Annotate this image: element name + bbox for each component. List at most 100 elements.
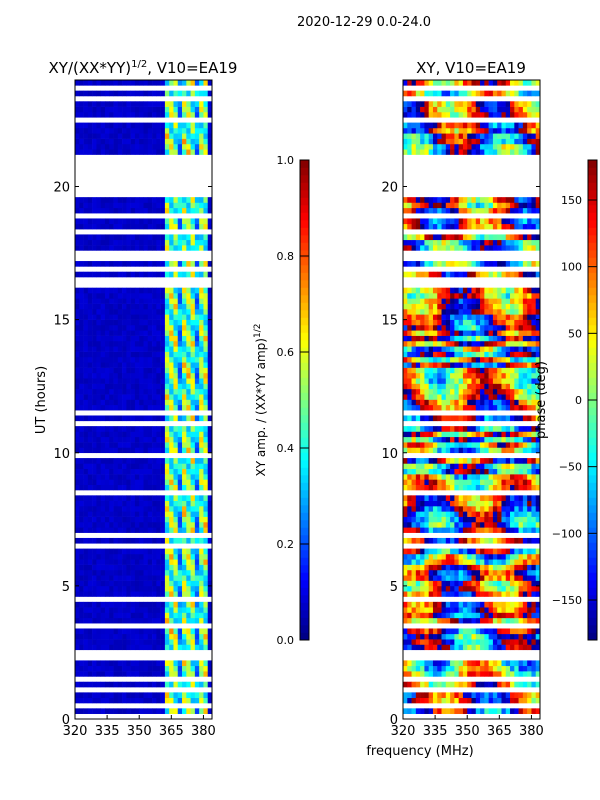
heatmap-cell [182,346,187,352]
heatmap-cell [199,271,204,278]
heatmap-cell [126,500,131,507]
heatmap-cell [122,537,127,544]
heatmap-cell [510,500,515,507]
heatmap-cell [411,671,417,677]
heatmap-cell [424,394,429,400]
heatmap-cell [420,569,425,576]
heatmap-cell [164,601,170,608]
heatmap-cell [79,298,84,304]
heatmap-cell [92,431,97,438]
heatmap-cell [527,356,532,363]
heatmap-cell [100,127,106,134]
heatmap-cell [87,138,93,145]
heatmap-cell [122,697,127,704]
heatmap-cell [535,628,541,635]
heatmap-cell [462,617,468,624]
heatmap-cell [471,340,477,347]
heatmap-cell [164,319,170,326]
heatmap-cell [143,479,149,486]
heatmap-cell [177,601,183,608]
heatmap-cell [415,628,421,635]
heatmap-cell [100,431,106,438]
heatmap-cell [104,628,110,635]
heatmap-cell [454,644,459,651]
heatmap-cell [100,314,106,320]
heatmap-cell [139,207,144,214]
heatmap-cell [186,431,191,438]
heatmap-cell [92,314,97,320]
heatmap-cell [79,612,84,619]
heatmap-cell [134,138,140,145]
heatmap-cell [122,293,127,299]
heatmap-cell [445,324,451,331]
heatmap-cell [169,665,174,672]
heatmap-cell [505,601,511,608]
heatmap-cell [199,447,204,454]
heatmap-cell [420,708,425,714]
heatmap-cell [518,356,524,363]
heatmap-cell [458,500,464,507]
heatmap-cell [462,580,468,587]
heatmap-cell [92,388,97,395]
heatmap-cell [143,527,149,533]
heatmap-cell [450,388,455,395]
heatmap-cell [203,271,209,278]
heatmap-cell [173,585,179,592]
heatmap-cell [87,271,93,278]
heatmap-cell [130,127,136,134]
heatmap-cell [450,527,455,533]
heatmap-cell [177,442,183,448]
heatmap-cell [109,474,114,480]
heatmap-cell [109,202,114,209]
heatmap-cell [194,351,200,358]
heatmap-cell [475,671,481,677]
heatmap-cell [134,415,140,422]
heatmap-cell [130,218,136,225]
heatmap-cell [445,303,451,310]
heatmap-cell [432,644,438,651]
heatmap-cell [164,356,170,363]
heatmap-cell [152,80,157,86]
heatmap-cell [190,404,196,411]
heatmap-cell [152,426,157,432]
heatmap-cell [182,692,187,699]
heatmap-cell [87,553,93,560]
heatmap-cell [424,319,429,326]
heatmap-cell [471,394,477,400]
colorbar-segment [300,160,309,168]
heatmap-cell [420,644,425,651]
heatmap-cell [194,197,200,203]
heatmap-cell [411,415,417,422]
heatmap-cell [117,372,123,379]
heatmap-cell [462,383,468,390]
heatmap-cell [207,356,213,363]
heatmap-cell [207,261,213,267]
heatmap-cell [182,607,187,613]
heatmap-cell [522,378,528,384]
heatmap-cell [441,346,447,352]
heatmap-cell [169,415,174,422]
heatmap-cell [420,692,425,699]
heatmap-cell [164,133,170,139]
heatmap-cell [83,671,89,677]
heatmap-cell [75,351,80,358]
heatmap-cell [96,495,101,501]
heatmap-cell [450,553,455,560]
heatmap-cell [130,564,136,571]
heatmap-cell [458,298,464,304]
heatmap-cell [518,474,524,480]
heatmap-cell [160,569,166,576]
heatmap-cell [139,474,144,480]
heatmap-cell [104,106,110,113]
heatmap-cell [169,80,174,86]
heatmap-cell [531,575,537,581]
heatmap-cell [437,506,442,512]
heatmap-cell [203,197,209,203]
heatmap-cell [527,314,532,320]
heatmap-cell [458,308,464,315]
heatmap-cell [126,90,131,97]
heatmap-cell [126,697,131,704]
heatmap-cell [130,239,136,246]
heatmap-cell [75,314,80,320]
heatmap-cell [488,463,494,470]
